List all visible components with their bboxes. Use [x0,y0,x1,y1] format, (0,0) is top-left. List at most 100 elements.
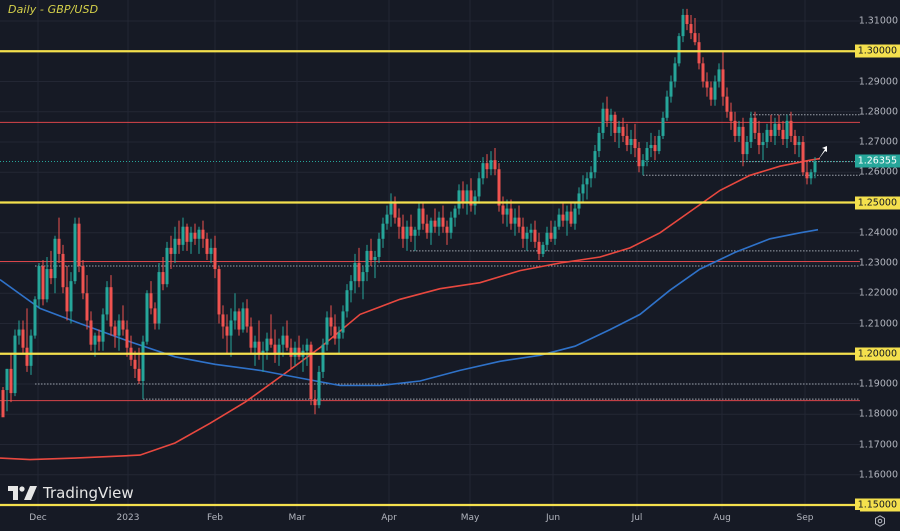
candle-body [481,163,485,179]
candle-body [413,229,417,236]
candle-body [673,63,677,82]
price-tick-label: 1.16000 [858,469,898,481]
candle-body [445,226,449,233]
candle-body [193,232,197,239]
candle-body [25,347,29,366]
candle-body [257,341,261,354]
candle-body [453,208,457,218]
candle-body [469,190,473,206]
price-tick-label: 1.24000 [858,227,898,239]
candle-body [269,338,273,345]
candle-body [45,269,49,300]
candle-body [245,308,249,327]
candlestick-chart[interactable] [0,0,860,510]
candle-body [789,120,793,136]
candle-body [537,241,541,254]
candle-body [145,293,149,342]
time-tick-label: Feb [207,513,223,523]
candle-body [49,269,53,279]
candle-body [637,148,641,167]
candle-body [765,129,769,142]
candle-body [697,42,701,64]
candle-body [773,123,777,136]
candle-body [325,317,329,345]
candle-body [41,266,45,300]
candle-body [797,142,801,146]
candle-body [121,320,125,330]
candle-body [509,208,513,224]
price-tick-label: 1.27000 [858,136,898,148]
candle-body [569,211,573,224]
candle-body [441,217,445,227]
candle-body [717,69,721,82]
candle-body [137,368,141,381]
moving-average-slow [0,228,819,387]
candle-body [437,217,441,227]
candle-body [81,266,85,294]
price-tick-label: 1.19000 [858,378,898,390]
candle-body [277,344,281,354]
price-axis[interactable]: 1.31000 1.29000 1.28000 1.27000 1.26000 1.240… [854,0,900,512]
candle-body [745,142,749,155]
candle-body [653,145,657,152]
candle-body [333,326,337,339]
candle-body [409,226,413,236]
candle-body [209,247,213,254]
candle-body [225,326,229,336]
candle-body [677,36,681,64]
candle-body [97,335,101,342]
candle-body [757,132,761,146]
candle-body [681,14,685,37]
candle-body [217,269,221,315]
candle-body [65,287,69,312]
candle-body [241,308,245,330]
candle-body [321,344,325,372]
tradingview-logo[interactable]: TradingView [8,484,134,502]
level-price-label: 1.25000 [854,196,900,209]
candle-body [377,238,381,257]
candle-body [113,326,117,336]
candle-body [149,293,153,309]
candle-body [77,223,81,267]
candle-body [425,223,429,233]
candle-body [529,229,533,233]
candle-body [417,208,421,230]
candle-body [741,126,745,155]
candle-body [169,247,173,254]
settings-gear-icon[interactable] [874,512,886,527]
candle-body [185,226,189,242]
candle-body [237,311,241,330]
candle-body [685,14,689,25]
candle-body [381,223,385,239]
chart-title: Daily - GBP/USD [8,3,99,16]
candle-body [733,120,737,136]
candle-body [105,287,109,315]
candle-body [165,247,169,285]
arrow-annotation-icon [818,146,827,160]
time-axis[interactable]: Dec 2023 Feb Mar Apr May Jun Jul Aug Sep [0,510,860,527]
candle-body [117,320,121,336]
tradingview-logo-icon [8,486,37,500]
candle-body [485,163,489,170]
candle-body [133,359,137,369]
candle-body [777,123,781,130]
level-price-label: 1.15000 [854,498,900,512]
candle-body [201,229,205,239]
candle-body [649,145,653,149]
price-tick-label: 1.28000 [858,106,898,118]
candle-body [801,142,805,173]
chart-area[interactable]: Daily - GBP/USD TradingView [0,0,860,510]
candle-body [585,178,589,185]
candle-body [589,172,593,179]
candle-body [317,371,321,406]
candle-body [229,320,233,336]
candle-body [329,317,333,327]
candle-body [341,311,345,333]
price-tick-label: 1.17000 [858,439,898,450]
candle-body [561,214,565,221]
moving-average-fast [0,157,821,461]
candle-body [489,160,493,170]
candle-body [385,214,389,224]
price-tick-label: 1.18000 [858,408,898,420]
candle-body [73,223,77,282]
